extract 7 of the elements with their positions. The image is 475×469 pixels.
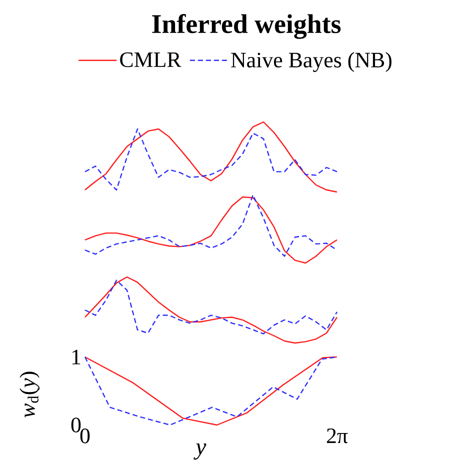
chart-title: Inferred weights: [152, 14, 341, 39]
legend-label: CMLR: [120, 52, 182, 68]
line-series: [84, 356, 338, 426]
legend-label: Naive Bayes (NB): [231, 52, 392, 72]
x-tick-label: 2π: [326, 428, 348, 444]
y-tick-label: 1: [72, 350, 80, 364]
x-axis-title: y: [194, 443, 206, 460]
